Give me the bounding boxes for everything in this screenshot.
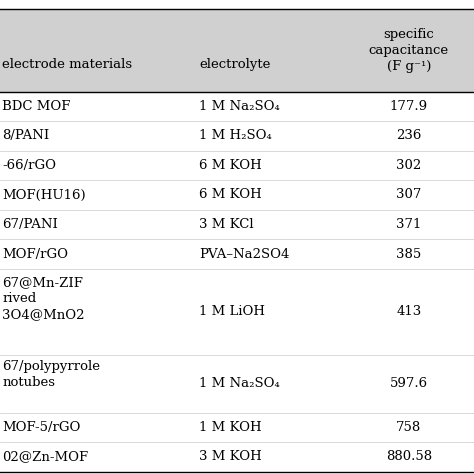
Text: 302: 302 (396, 159, 421, 172)
Text: 758: 758 (396, 421, 421, 434)
Text: 02@Zn-MOF: 02@Zn-MOF (2, 450, 89, 464)
Text: MOF/rGO: MOF/rGO (2, 247, 68, 261)
Text: 597.6: 597.6 (390, 377, 428, 390)
Text: 6 M KOH: 6 M KOH (199, 189, 262, 201)
Text: 880.58: 880.58 (386, 450, 432, 464)
Text: 307: 307 (396, 189, 421, 201)
Text: 1 M H₂SO₄: 1 M H₂SO₄ (199, 129, 272, 142)
Text: 1 M Na₂SO₄: 1 M Na₂SO₄ (199, 377, 280, 390)
Text: MOF(HU16): MOF(HU16) (2, 189, 86, 201)
Text: specific
capacitance
(F g⁻¹): specific capacitance (F g⁻¹) (369, 28, 449, 73)
Text: 3 M KCl: 3 M KCl (199, 218, 254, 231)
Text: 3 M KOH: 3 M KOH (199, 450, 262, 464)
Text: PVA–Na2SO4: PVA–Na2SO4 (199, 247, 290, 261)
Text: 67/polypyrrole
notubes: 67/polypyrrole notubes (2, 360, 100, 389)
Text: 8/PANI: 8/PANI (2, 129, 50, 142)
Text: 67/PANI: 67/PANI (2, 218, 58, 231)
Text: 177.9: 177.9 (390, 100, 428, 113)
Text: 67@Mn-ZIF
rived
3O4@MnO2: 67@Mn-ZIF rived 3O4@MnO2 (2, 276, 85, 321)
Text: 6 M KOH: 6 M KOH (199, 159, 262, 172)
Text: 413: 413 (396, 305, 421, 319)
Text: 1 M Na₂SO₄: 1 M Na₂SO₄ (199, 100, 280, 113)
Text: 371: 371 (396, 218, 421, 231)
Text: 1 M LiOH: 1 M LiOH (199, 305, 265, 319)
Text: electrolyte: electrolyte (199, 58, 271, 71)
Text: -66/rGO: -66/rGO (2, 159, 56, 172)
Bar (0, 9, 474, 91)
Text: 1 M KOH: 1 M KOH (199, 421, 262, 434)
Text: MOF-5/rGO: MOF-5/rGO (2, 421, 81, 434)
Text: BDC MOF: BDC MOF (2, 100, 71, 113)
Text: 236: 236 (396, 129, 421, 142)
Text: electrode materials: electrode materials (2, 58, 133, 71)
Text: 385: 385 (396, 247, 421, 261)
